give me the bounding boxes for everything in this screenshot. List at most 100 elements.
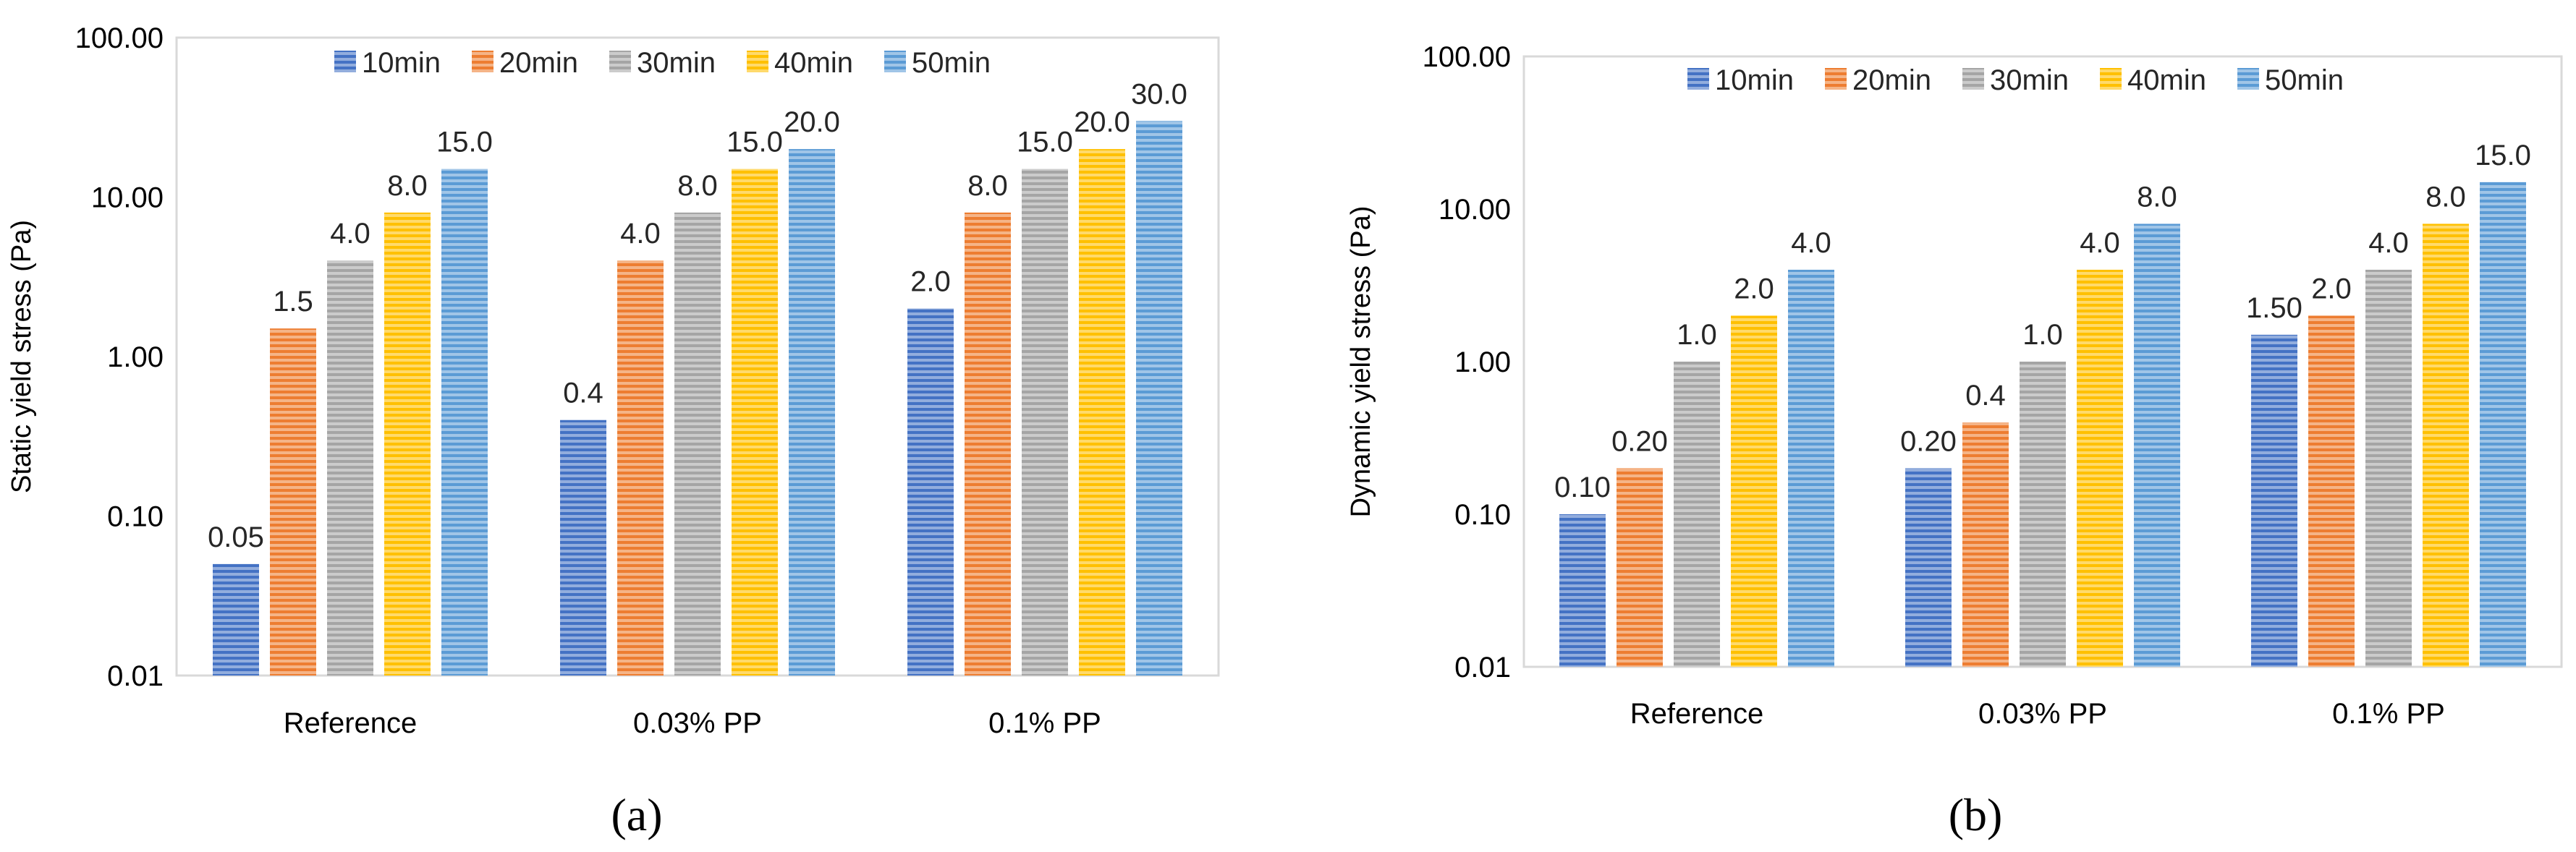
- bar-stripes: [674, 212, 721, 676]
- legend-label: 50min: [912, 47, 991, 79]
- bar-stripes: [560, 419, 606, 676]
- y-tick-label: 100.00: [1423, 41, 1511, 73]
- panel-caption: (b): [1949, 789, 2003, 840]
- data-label: 4.0: [2080, 227, 2120, 259]
- data-label: 15.0: [1017, 127, 1073, 158]
- bar-stripes: [2020, 362, 2066, 667]
- bar-stripes: [2134, 223, 2180, 667]
- y-tick-label: 100.00: [75, 22, 164, 54]
- bar-stripes: [907, 308, 954, 676]
- legend-swatch-stripes: [334, 51, 356, 72]
- y-tick-label: 0.10: [1454, 499, 1511, 531]
- x-tick-label: Reference: [1630, 698, 1764, 730]
- bar-stripes: [270, 328, 316, 676]
- legend-label: 50min: [2265, 64, 2344, 96]
- data-label: 0.20: [1611, 425, 1668, 457]
- legend-swatch-stripes: [747, 51, 768, 72]
- data-label: 2.0: [2311, 273, 2352, 304]
- legend-swatch-stripes: [609, 51, 631, 72]
- bar-stripes: [1731, 315, 1777, 667]
- bar-stripes: [1788, 269, 1834, 667]
- data-label: 4.0: [620, 218, 661, 250]
- y-tick-label: 10.00: [91, 182, 164, 214]
- legend-label: 10min: [1715, 64, 1794, 96]
- legend-swatch-stripes: [1962, 68, 1984, 90]
- bar-stripes: [1022, 169, 1068, 676]
- data-label: 1.0: [1677, 319, 1717, 351]
- x-tick-label: 0.1% PP: [988, 707, 1101, 739]
- bar-stripes: [1559, 514, 1606, 667]
- data-label: 4.0: [330, 218, 370, 250]
- legend-swatch-stripes: [2100, 68, 2122, 90]
- data-label: 8.0: [677, 170, 718, 202]
- legend-swatch-stripes: [472, 51, 493, 72]
- bar-stripes: [789, 149, 835, 676]
- data-label: 8.0: [2137, 181, 2177, 213]
- bar-stripes: [732, 169, 778, 676]
- y-tick-label: 1.00: [1454, 346, 1511, 378]
- y-tick-label: 1.00: [107, 341, 164, 373]
- data-label: 0.4: [1965, 380, 2006, 412]
- bar-stripes: [2251, 334, 2297, 667]
- bar-stripes: [1905, 468, 1952, 667]
- data-label: 0.05: [208, 521, 264, 553]
- data-label: 20.0: [1074, 106, 1130, 138]
- bar-stripes: [1136, 121, 1182, 676]
- data-label: 8.0: [2425, 181, 2466, 213]
- x-tick-label: Reference: [284, 707, 418, 739]
- legend-label: 20min: [499, 47, 578, 79]
- legend-label: 10min: [362, 47, 441, 79]
- y-tick-label: 0.01: [107, 660, 164, 692]
- legend-label: 40min: [774, 47, 853, 79]
- panel-caption: (a): [611, 789, 662, 840]
- data-label: 1.5: [273, 286, 313, 318]
- legend-label: 20min: [1852, 64, 1931, 96]
- data-label: 15.0: [726, 127, 783, 158]
- y-tick-label: 10.00: [1439, 194, 1511, 226]
- y-tick-label: 0.01: [1454, 652, 1511, 683]
- legend-label: 30min: [637, 47, 716, 79]
- bar-stripes: [1962, 422, 2009, 667]
- data-label: 8.0: [387, 170, 428, 202]
- data-label: 4.0: [2368, 227, 2409, 259]
- data-label: 2.0: [1734, 273, 1774, 304]
- legend-swatch-stripes: [2237, 68, 2259, 90]
- legend-label: 40min: [2127, 64, 2206, 96]
- data-label: 20.0: [784, 106, 840, 138]
- data-label: 2.0: [910, 266, 951, 298]
- data-label: 0.4: [563, 378, 603, 409]
- y-axis-label: Static yield stress (Pa): [7, 220, 37, 493]
- bar-stripes: [2308, 315, 2355, 667]
- y-tick-label: 0.10: [107, 501, 164, 533]
- data-label: 30.0: [1131, 78, 1187, 110]
- data-label: 0.20: [1900, 425, 1957, 457]
- bar-stripes: [1617, 468, 1663, 667]
- bar-stripes: [2423, 223, 2469, 667]
- legend-swatch-stripes: [1687, 68, 1709, 90]
- data-label: 0.10: [1554, 472, 1611, 503]
- bar-stripes: [384, 212, 431, 676]
- bar-stripes: [2365, 269, 2412, 667]
- data-label: 8.0: [967, 170, 1008, 202]
- bar-stripes: [213, 563, 259, 676]
- data-label: 1.50: [2246, 292, 2302, 324]
- bar-stripes: [441, 169, 488, 676]
- bar-stripes: [1674, 362, 1720, 667]
- bar-stripes: [2077, 269, 2123, 667]
- chart-dynamic-yield-stress: 0.01 0.10 1.00 10.00 100.00 Dynamic yield str…: [1346, 41, 2563, 840]
- x-tick-label: 0.1% PP: [2332, 698, 2445, 730]
- data-label: 1.0: [2022, 319, 2063, 351]
- bar-stripes: [617, 260, 664, 676]
- bar-stripes: [2480, 182, 2526, 668]
- y-axis-label: Dynamic yield stress (Pa): [1346, 206, 1376, 518]
- x-tick-label: 0.03% PP: [1978, 698, 2107, 730]
- data-label: 4.0: [1791, 227, 1831, 259]
- bar-stripes: [965, 212, 1011, 676]
- legend-swatch-stripes: [1825, 68, 1847, 90]
- legend-swatch-stripes: [884, 51, 906, 72]
- chart-static-yield-stress: 0.01 0.10 1.00 10.00 100.00 Static yield stre…: [7, 22, 1220, 840]
- bar-stripes: [327, 260, 373, 676]
- data-label: 15.0: [436, 127, 493, 158]
- legend-label: 30min: [1990, 64, 2069, 96]
